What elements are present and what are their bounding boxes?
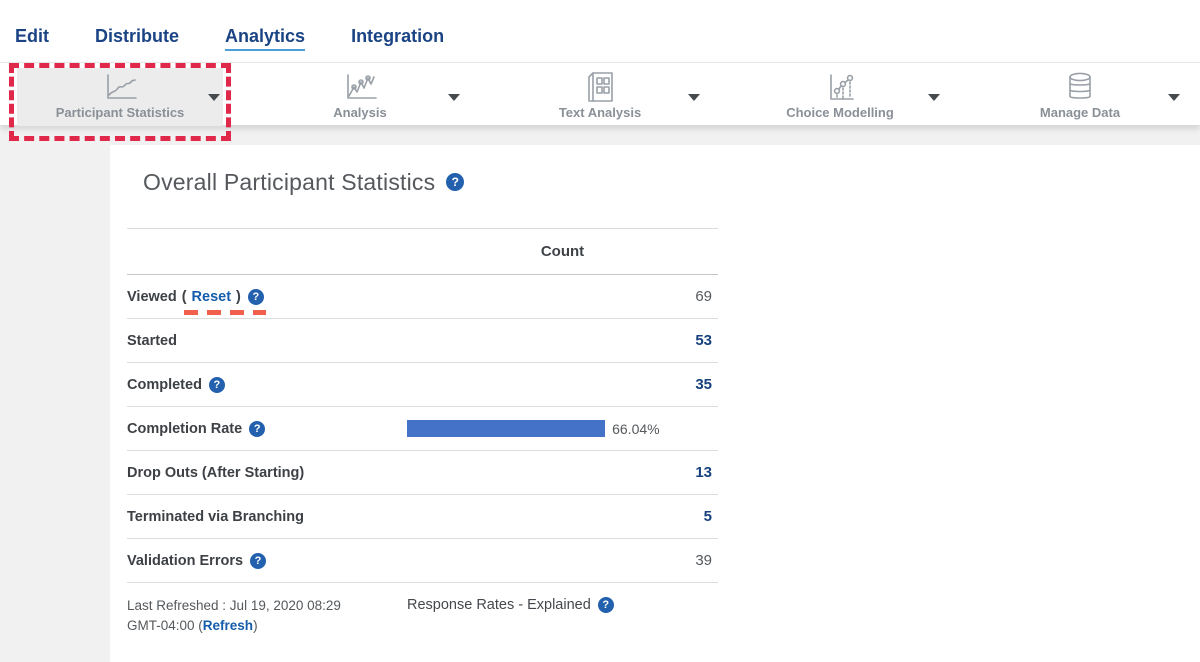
tool-label: Analysis	[333, 105, 386, 120]
count-value-link[interactable]: 5	[407, 508, 718, 525]
scatter-line-chart-icon	[340, 70, 380, 104]
toolbar-cell-analysis: Analysis	[240, 63, 480, 126]
table-row-terminated: Terminated via Branching 5	[127, 495, 718, 539]
toolbar-cell-manage-data: Manage Data	[960, 63, 1200, 126]
help-icon[interactable]	[446, 173, 464, 191]
nav-item-edit[interactable]: Edit	[15, 26, 49, 51]
chevron-down-icon[interactable]	[928, 94, 940, 101]
help-icon[interactable]	[248, 289, 264, 305]
chevron-down-icon[interactable]	[448, 94, 460, 101]
count-column-header: Count	[407, 243, 718, 260]
choice-modelling-button[interactable]: Choice Modelling	[737, 68, 943, 126]
chevron-down-icon[interactable]	[688, 94, 700, 101]
completion-rate-percent: 66.04%	[612, 421, 659, 437]
count-value-link[interactable]: 35	[407, 376, 718, 393]
row-label: Completed	[127, 377, 225, 393]
toolbar-cell-text-analysis: Text Analysis	[480, 63, 720, 126]
refresh-link[interactable]: Refresh	[203, 618, 253, 633]
table-row-started: Started 53	[127, 319, 718, 363]
annotation-underline	[184, 310, 266, 315]
tool-label: Text Analysis	[559, 105, 641, 120]
analysis-button[interactable]: Analysis	[257, 68, 463, 126]
count-value-link[interactable]: 13	[407, 464, 718, 481]
document-grid-icon	[583, 70, 617, 104]
count-value-link[interactable]: 53	[407, 332, 718, 349]
participant-statistics-button[interactable]: Participant Statistics	[17, 68, 223, 126]
count-value: 39	[407, 552, 718, 569]
chevron-down-icon[interactable]	[1168, 94, 1180, 101]
dotted-trend-icon	[822, 70, 858, 104]
table-row-validation-errors: Validation Errors 39	[127, 539, 718, 583]
database-icon	[1064, 70, 1096, 104]
content-panel: Overall Participant Statistics Count Vie…	[110, 145, 1200, 662]
help-icon[interactable]	[598, 597, 614, 613]
row-label: Validation Errors	[127, 553, 266, 569]
reset-annotated-group: (Reset)	[182, 289, 264, 305]
table-footer: Last Refreshed : Jul 19, 2020 08:29 GMT-…	[127, 583, 718, 637]
table-row-completion-rate: Completion Rate 66.04%	[127, 407, 718, 451]
main-nav: Edit Distribute Analytics Integration	[0, 0, 1200, 62]
tool-label: Manage Data	[1040, 105, 1120, 120]
tool-label: Choice Modelling	[786, 105, 894, 120]
table-row-drop-outs: Drop Outs (After Starting) 13	[127, 451, 718, 495]
page-title: Overall Participant Statistics	[143, 169, 435, 196]
row-label: Started	[127, 333, 177, 349]
table-row-viewed: Viewed (Reset) 69	[127, 275, 718, 319]
participant-statistics-table: Count Viewed (Reset) 69 Started 53	[127, 228, 718, 637]
row-label: Completion Rate	[127, 421, 265, 437]
line-chart-icon	[100, 70, 140, 104]
nav-item-analytics[interactable]: Analytics	[225, 26, 305, 51]
table-header-row: Count	[127, 228, 718, 275]
manage-data-button[interactable]: Manage Data	[977, 68, 1183, 126]
last-refreshed-text: Last Refreshed : Jul 19, 2020 08:29 GMT-…	[127, 596, 407, 637]
help-icon[interactable]	[250, 553, 266, 569]
completion-rate-bar-fill	[407, 420, 605, 437]
text-analysis-button[interactable]: Text Analysis	[497, 68, 703, 126]
row-label: Viewed (Reset)	[127, 289, 264, 305]
response-rates-explained: Response Rates - Explained	[407, 596, 718, 637]
row-label: Drop Outs (After Starting)	[127, 465, 304, 481]
table-row-completed: Completed 35	[127, 363, 718, 407]
count-value: 69	[407, 288, 718, 305]
analytics-toolbar: Participant Statistics Analysis	[0, 62, 1200, 125]
toolbar-cell-choice-modelling: Choice Modelling	[720, 63, 960, 126]
help-icon[interactable]	[249, 421, 265, 437]
top-header: Edit Distribute Analytics Integration Pa…	[0, 0, 1200, 125]
nav-item-integration[interactable]: Integration	[351, 26, 444, 51]
toolbar-cell-participant-statistics: Participant Statistics	[0, 63, 240, 126]
nav-item-distribute[interactable]: Distribute	[95, 26, 179, 51]
reset-link[interactable]: Reset	[192, 289, 232, 305]
tool-label: Participant Statistics	[56, 105, 185, 120]
chevron-down-icon[interactable]	[208, 94, 220, 101]
row-label: Terminated via Branching	[127, 509, 304, 525]
help-icon[interactable]	[209, 377, 225, 393]
